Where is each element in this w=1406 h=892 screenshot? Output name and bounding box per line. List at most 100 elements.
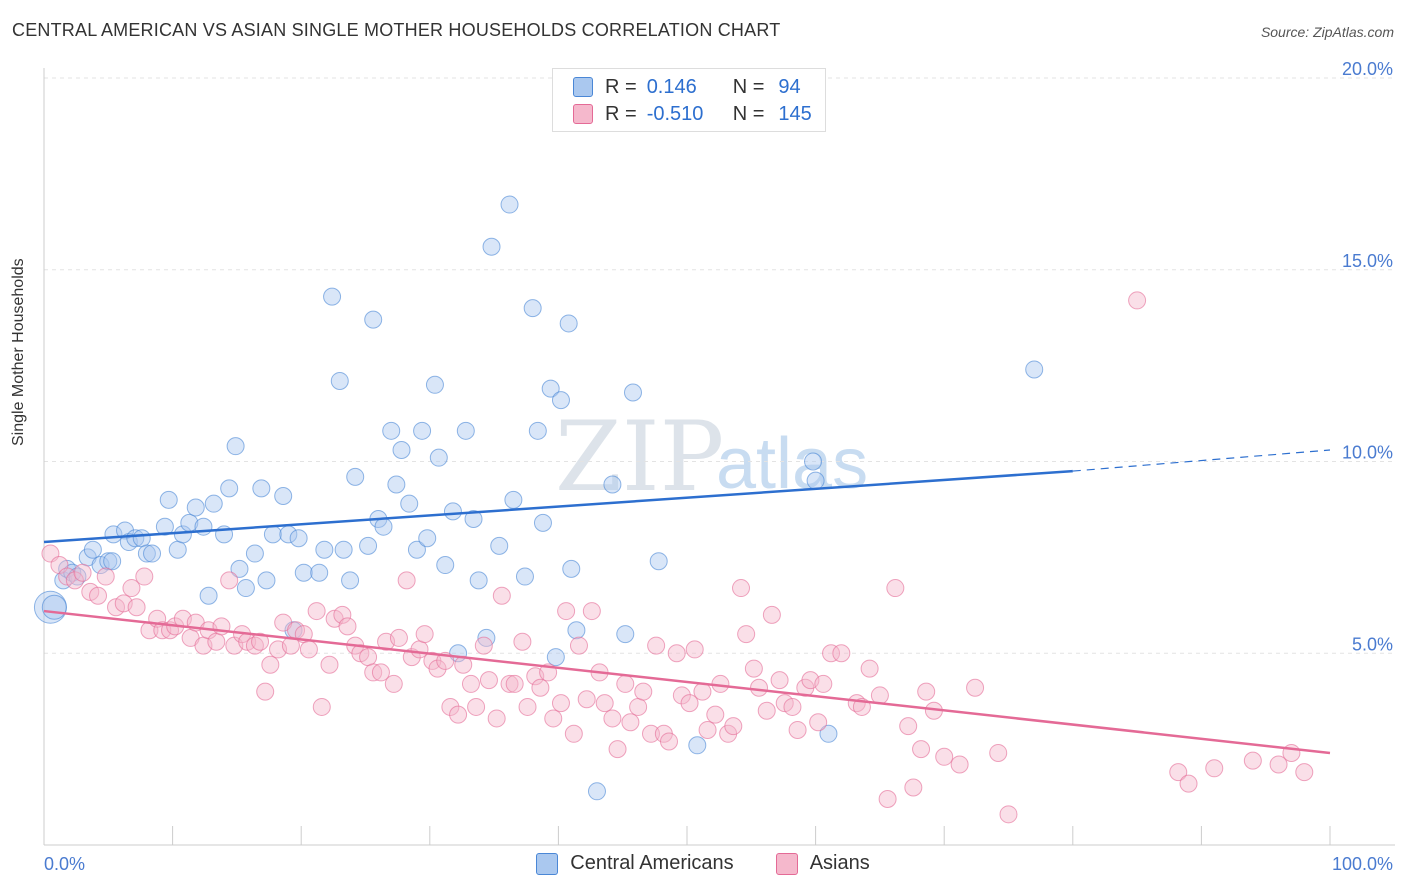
asian-point <box>505 674 524 693</box>
tick-labels: 5.0% 10.0% 15.0% 20.0% 0.0% 100.0% <box>44 59 1393 874</box>
asian-point <box>685 640 704 659</box>
central-point <box>567 621 586 640</box>
y-tick-label: 10.0% <box>1342 443 1393 463</box>
asian-point <box>616 674 635 693</box>
asian-point <box>1205 759 1224 778</box>
asian-point <box>312 697 331 716</box>
asian-point <box>338 617 357 636</box>
legend-label-central: Central Americans <box>570 852 734 874</box>
asian-point <box>860 659 879 678</box>
central-trend-line <box>43 469 1073 544</box>
asian-point <box>770 671 789 690</box>
asian-point <box>371 663 390 682</box>
asian-point <box>904 778 923 797</box>
asian-point <box>557 602 576 621</box>
trend-lines <box>43 449 1331 755</box>
central-point <box>382 421 401 440</box>
central-point <box>425 375 444 394</box>
asian-point <box>564 724 583 743</box>
asian-point <box>127 598 146 617</box>
central-point <box>359 536 378 555</box>
asian-point <box>999 805 1018 824</box>
central-point <box>236 579 255 598</box>
asian-point <box>359 648 378 667</box>
asian-point <box>320 655 339 674</box>
asian-point <box>582 602 601 621</box>
asian-point <box>667 644 686 663</box>
legend-r-label: R = <box>605 75 637 98</box>
central-americans-points <box>33 195 1044 801</box>
asian-point <box>814 674 833 693</box>
central-point <box>443 502 462 521</box>
legend-row-central: R = 0.146 N = 94 <box>573 74 801 100</box>
y-tick-label: 15.0% <box>1342 251 1393 271</box>
central-point <box>804 452 823 471</box>
central-point <box>310 563 329 582</box>
central-point <box>819 724 838 743</box>
asian-point <box>698 720 717 739</box>
y-tick-label: 20.0% <box>1342 59 1393 79</box>
asian-point <box>912 740 931 759</box>
series-legend: Central Americans Asians <box>0 852 1406 875</box>
watermark: ZIP atlas <box>555 401 868 513</box>
correlation-legend: R = 0.146 N = 94 R = -0.510 N = 145 <box>552 68 826 132</box>
asian-point <box>415 625 434 644</box>
asian-point <box>122 579 141 598</box>
asian-point <box>461 674 480 693</box>
asian-point <box>935 747 954 766</box>
central-point <box>587 782 606 801</box>
central-point <box>504 490 523 509</box>
asian-point <box>96 567 115 586</box>
asian-point <box>809 713 828 732</box>
central-point <box>364 310 383 329</box>
central-point <box>429 448 448 467</box>
asian-point <box>1243 751 1262 770</box>
central-point <box>230 559 249 578</box>
asian-point <box>487 709 506 728</box>
asian-point <box>732 579 751 598</box>
central-point <box>456 421 475 440</box>
central-point <box>323 287 342 306</box>
central-point <box>515 567 534 586</box>
asian-point <box>73 563 92 582</box>
legend-swatch-asian <box>573 104 593 124</box>
central-point <box>330 371 349 390</box>
legend-n-value-asian: 145 <box>778 102 812 125</box>
central-point <box>490 536 509 555</box>
asian-point <box>680 694 699 713</box>
central-point <box>528 421 547 440</box>
y-tick-label: 5.0% <box>1352 634 1393 654</box>
central-point <box>126 529 145 548</box>
central-point <box>159 490 178 509</box>
central-point <box>289 529 308 548</box>
asian-point <box>492 586 511 605</box>
asian-point <box>441 697 460 716</box>
central-point <box>374 517 393 536</box>
central-point <box>263 525 282 544</box>
central-point <box>137 544 156 563</box>
asian-point <box>603 709 622 728</box>
asian-point <box>1269 755 1288 774</box>
asian-point <box>428 659 447 678</box>
central-point <box>116 521 135 540</box>
asian-point <box>950 755 969 774</box>
asian-point <box>750 678 769 697</box>
central-point <box>155 517 174 536</box>
asian-point <box>65 571 84 590</box>
asian-point <box>762 605 781 624</box>
watermark-atlas: atlas <box>716 424 868 504</box>
central-point <box>245 544 264 563</box>
central-point <box>334 540 353 559</box>
asian-point <box>207 632 226 651</box>
central-point <box>99 552 118 571</box>
central-point <box>346 467 365 486</box>
central-point <box>806 471 825 490</box>
central-point <box>546 648 565 667</box>
central-point <box>562 559 581 578</box>
asian-point <box>1169 763 1188 782</box>
asian-point <box>333 605 352 624</box>
central-point <box>551 391 570 410</box>
central-point <box>252 479 271 498</box>
legend-item-central-americans: Central Americans <box>536 852 734 875</box>
